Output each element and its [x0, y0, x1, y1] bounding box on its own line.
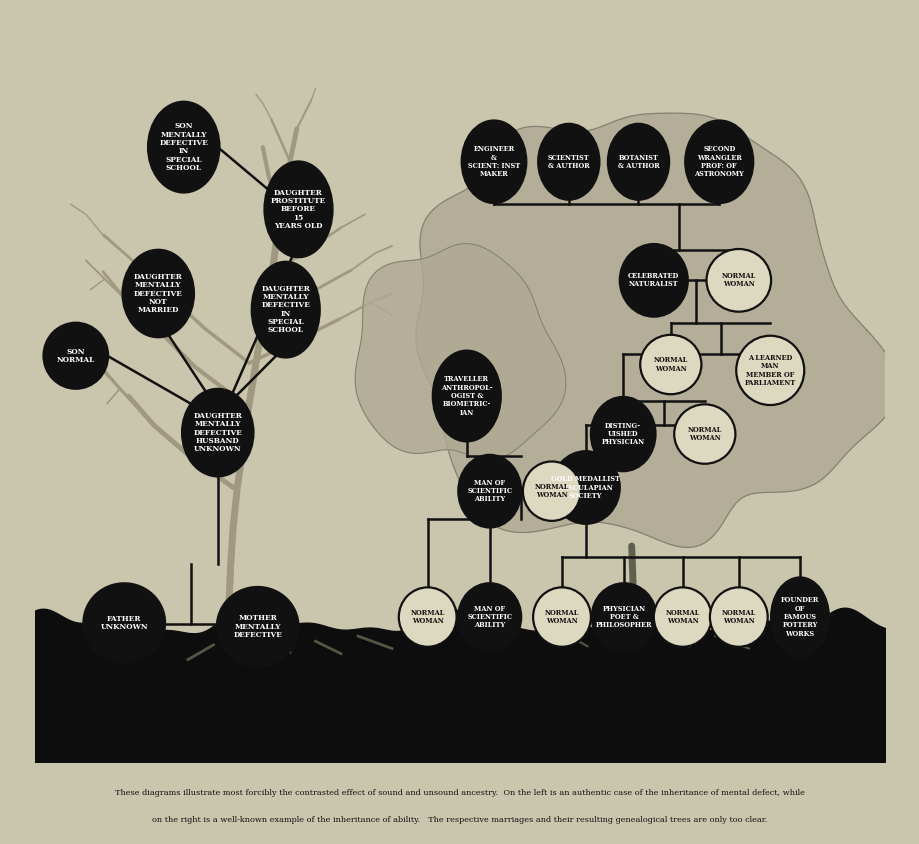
Text: PHYSICIAN
POET &
PHILOSOPHER: PHYSICIAN POET & PHILOSOPHER — [596, 605, 652, 630]
Text: NORMAL
WOMAN: NORMAL WOMAN — [652, 356, 687, 373]
Ellipse shape — [706, 249, 770, 311]
Text: CELEBRATED
NATURALIST: CELEBRATED NATURALIST — [628, 273, 679, 289]
Ellipse shape — [84, 583, 165, 663]
Text: SCIENTIST
& AUTHOR: SCIENTIST & AUTHOR — [548, 154, 589, 170]
Ellipse shape — [532, 587, 590, 647]
Ellipse shape — [182, 389, 253, 476]
Text: DAUGHTER
MENTALLY
DEFECTIVE
NOT
MARRIED: DAUGHTER MENTALLY DEFECTIVE NOT MARRIED — [133, 273, 183, 314]
Ellipse shape — [398, 587, 456, 647]
Text: NORMAL
WOMAN: NORMAL WOMAN — [720, 609, 755, 625]
Text: A LEARNED
MAN
MEMBER OF
PARLIAMENT: A LEARNED MAN MEMBER OF PARLIAMENT — [743, 354, 795, 387]
Ellipse shape — [653, 587, 710, 647]
Text: NORMAL
WOMAN: NORMAL WOMAN — [664, 609, 699, 625]
Text: SECOND
WRANGLER
PROF: OF
ASTRONOMY: SECOND WRANGLER PROF: OF ASTRONOMY — [694, 145, 743, 178]
Ellipse shape — [538, 124, 599, 200]
Text: MAN OF
SCIENTIFIC
ABILITY: MAN OF SCIENTIFIC ABILITY — [467, 605, 512, 630]
Ellipse shape — [148, 102, 220, 192]
Text: DAUGHTER
PROSTITUTE
BEFORE
15
YEARS OLD: DAUGHTER PROSTITUTE BEFORE 15 YEARS OLD — [270, 189, 325, 230]
Ellipse shape — [252, 262, 320, 358]
Ellipse shape — [551, 452, 619, 524]
Polygon shape — [415, 113, 897, 548]
Ellipse shape — [458, 455, 521, 528]
Text: GOLD MEDALLIST
AESCULAPIAN
SOCIETY: GOLD MEDALLIST AESCULAPIAN SOCIETY — [550, 475, 619, 500]
Text: These diagrams illustrate most forcibly the contrasted effect of sound and unsou: These diagrams illustrate most forcibly … — [115, 789, 804, 798]
Text: FOUNDER
OF
FAMOUS
POTTERY
WORKS: FOUNDER OF FAMOUS POTTERY WORKS — [780, 597, 818, 638]
Text: BOTANIST
& AUTHOR: BOTANIST & AUTHOR — [617, 154, 659, 170]
Ellipse shape — [522, 462, 580, 521]
Text: DAUGHTER
MENTALLY
DEFECTIVE
HUSBAND
UNKNOWN: DAUGHTER MENTALLY DEFECTIVE HUSBAND UNKN… — [193, 412, 242, 453]
Ellipse shape — [619, 244, 687, 316]
Ellipse shape — [590, 397, 654, 471]
Ellipse shape — [458, 583, 521, 651]
Ellipse shape — [709, 587, 766, 647]
Text: NORMAL
WOMAN: NORMAL WOMAN — [534, 483, 568, 500]
Text: SON
NORMAL: SON NORMAL — [57, 348, 95, 364]
Ellipse shape — [217, 587, 298, 666]
Text: NORMAL
WOMAN: NORMAL WOMAN — [410, 609, 445, 625]
Text: TRAVELLER
ANTHROPOL-
OGIST &
BIOMETRIC-
IAN: TRAVELLER ANTHROPOL- OGIST & BIOMETRIC- … — [440, 376, 492, 417]
Text: SON
MENTALLY
DEFECTIVE
IN
SPECIAL
SCHOOL: SON MENTALLY DEFECTIVE IN SPECIAL SCHOOL — [159, 122, 208, 172]
Ellipse shape — [735, 336, 803, 405]
Text: on the right is a well-known example of the inheritance of ability.   The respec: on the right is a well-known example of … — [153, 816, 766, 825]
Text: MAN OF
SCIENTIFIC
ABILITY: MAN OF SCIENTIFIC ABILITY — [467, 479, 512, 504]
Text: ENGINEER
&
SCIENT: INST
MAKER: ENGINEER & SCIENT: INST MAKER — [468, 145, 519, 178]
Text: NORMAL
WOMAN: NORMAL WOMAN — [686, 426, 721, 442]
Ellipse shape — [432, 350, 500, 441]
Text: MOTHER
MENTALLY
DEFECTIVE: MOTHER MENTALLY DEFECTIVE — [233, 614, 282, 639]
Ellipse shape — [640, 335, 700, 394]
Ellipse shape — [674, 404, 734, 463]
Ellipse shape — [591, 583, 655, 651]
Polygon shape — [355, 244, 565, 460]
Text: NORMAL
WOMAN: NORMAL WOMAN — [720, 273, 755, 289]
Text: DISTING-
UISHED
PHYSICIAN: DISTING- UISHED PHYSICIAN — [601, 422, 644, 446]
Text: DAUGHTER
MENTALLY
DEFECTIVE
IN
SPECIAL
SCHOOL: DAUGHTER MENTALLY DEFECTIVE IN SPECIAL S… — [261, 285, 310, 334]
Ellipse shape — [461, 121, 526, 203]
Ellipse shape — [122, 250, 194, 338]
Ellipse shape — [770, 577, 828, 657]
Ellipse shape — [607, 124, 668, 200]
Text: FATHER
UNKNOWN: FATHER UNKNOWN — [100, 614, 148, 631]
Ellipse shape — [43, 322, 108, 389]
Text: NORMAL
WOMAN: NORMAL WOMAN — [544, 609, 579, 625]
Ellipse shape — [685, 121, 753, 203]
Ellipse shape — [265, 161, 332, 257]
